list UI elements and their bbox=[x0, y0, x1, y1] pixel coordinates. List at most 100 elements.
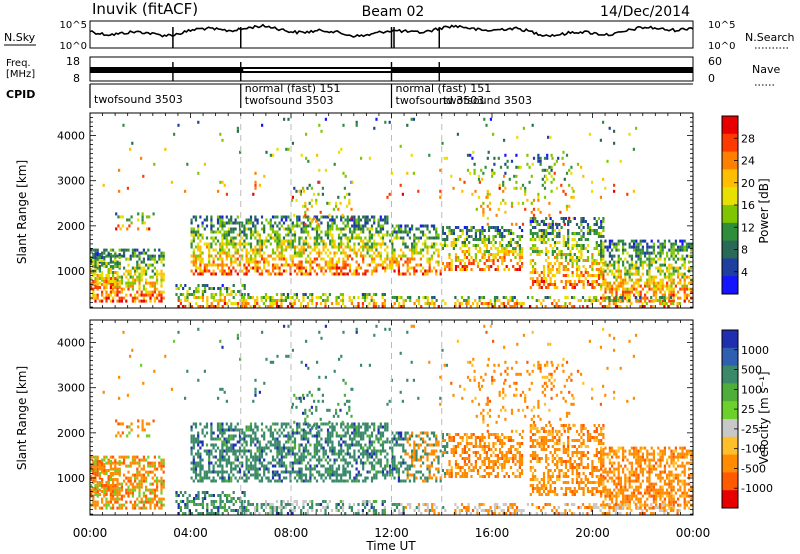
power-cell bbox=[119, 227, 122, 231]
power-cell bbox=[496, 259, 499, 262]
power-cell bbox=[564, 244, 568, 247]
power-cell bbox=[515, 299, 519, 302]
velocity-cell bbox=[134, 455, 137, 459]
power-cell bbox=[245, 257, 248, 261]
power-cell bbox=[655, 281, 658, 285]
power-cell bbox=[672, 281, 675, 285]
power-cell bbox=[600, 248, 603, 252]
power-cell bbox=[256, 248, 259, 252]
velocity-cell bbox=[271, 431, 275, 435]
power-cell bbox=[430, 245, 433, 249]
ytick-label: 1000 bbox=[57, 265, 85, 278]
power-cell bbox=[238, 227, 242, 231]
power-cell bbox=[221, 245, 224, 249]
power-cell bbox=[245, 251, 248, 255]
power-cell bbox=[411, 227, 414, 231]
power-cell bbox=[125, 281, 128, 285]
power-cell bbox=[342, 263, 345, 267]
power-cell bbox=[573, 283, 576, 286]
velocity-cell bbox=[238, 476, 242, 480]
velocity-cell bbox=[216, 473, 220, 477]
velocity-cell bbox=[245, 467, 248, 471]
power-cell bbox=[411, 251, 414, 255]
power-cell bbox=[335, 296, 338, 299]
power-cell bbox=[318, 251, 321, 255]
velocity-cell bbox=[315, 509, 318, 512]
power-cell bbox=[597, 253, 601, 256]
power-cell bbox=[622, 239, 625, 243]
power-cell bbox=[293, 269, 297, 273]
power-cell bbox=[197, 257, 200, 261]
power-cell bbox=[234, 302, 237, 305]
ytick-label: 2000 bbox=[57, 220, 85, 233]
power-cell bbox=[400, 272, 403, 276]
power-cell bbox=[142, 269, 145, 273]
power-cell bbox=[553, 241, 557, 244]
power-cell bbox=[138, 287, 141, 291]
power-cell bbox=[149, 299, 152, 303]
power-cell bbox=[348, 299, 351, 302]
power-cell bbox=[573, 286, 576, 289]
power-cell bbox=[344, 224, 347, 228]
velocity-cell bbox=[107, 503, 110, 507]
power-cell bbox=[498, 183, 501, 187]
power-cell bbox=[344, 233, 347, 237]
power-cell bbox=[536, 232, 539, 235]
power-cell bbox=[564, 217, 568, 220]
power-cell bbox=[529, 262, 532, 265]
power-cell bbox=[381, 233, 385, 237]
velocity-cell bbox=[291, 449, 294, 453]
power-cell bbox=[276, 248, 279, 252]
power-cell bbox=[94, 253, 97, 256]
power-cell bbox=[112, 254, 115, 258]
power-cell bbox=[313, 245, 316, 249]
power-cell bbox=[571, 265, 574, 268]
velocity-cell bbox=[324, 500, 327, 503]
power-cell bbox=[547, 232, 550, 235]
power-cell bbox=[103, 280, 106, 283]
power-cell bbox=[101, 256, 104, 259]
power-cell bbox=[437, 251, 440, 255]
power-cell bbox=[479, 229, 482, 232]
power-cell bbox=[502, 189, 505, 193]
power-cell bbox=[107, 296, 110, 300]
velocity-cell bbox=[285, 440, 288, 444]
power-cell bbox=[245, 302, 248, 305]
power-cell bbox=[206, 296, 209, 299]
power-cell bbox=[534, 232, 537, 235]
power-cell bbox=[549, 268, 552, 271]
power-cell bbox=[670, 245, 673, 249]
power-cell bbox=[373, 126, 376, 130]
power-cell bbox=[657, 257, 660, 261]
power-cell bbox=[245, 248, 248, 252]
power-cell bbox=[375, 242, 378, 246]
velocity-cell bbox=[252, 458, 255, 462]
power-cell bbox=[652, 257, 655, 261]
velocity-cell bbox=[118, 490, 121, 493]
velocity-cell bbox=[118, 493, 121, 496]
power-cell bbox=[681, 245, 684, 249]
power-cell bbox=[320, 269, 323, 273]
power-cell bbox=[635, 239, 638, 243]
power-cell bbox=[142, 248, 145, 252]
power-cell bbox=[668, 272, 671, 276]
power-cell bbox=[372, 302, 375, 305]
power-cell bbox=[404, 260, 407, 264]
power-cell bbox=[112, 275, 115, 279]
power-cell bbox=[322, 293, 325, 296]
power-cell bbox=[148, 227, 151, 231]
power-cell bbox=[223, 296, 226, 299]
power-cell bbox=[444, 302, 447, 305]
power-cell bbox=[668, 299, 671, 303]
velocity-cell bbox=[227, 440, 231, 444]
power-cell bbox=[328, 293, 331, 296]
power-cell bbox=[493, 305, 497, 308]
power-cell bbox=[395, 299, 399, 302]
power-cell bbox=[94, 281, 97, 285]
velocity-cell bbox=[253, 512, 257, 515]
power-cell bbox=[205, 266, 209, 270]
velocity-cell bbox=[194, 425, 198, 429]
power-cell bbox=[551, 223, 554, 226]
power-cell bbox=[226, 287, 229, 290]
power-cell bbox=[256, 218, 259, 222]
